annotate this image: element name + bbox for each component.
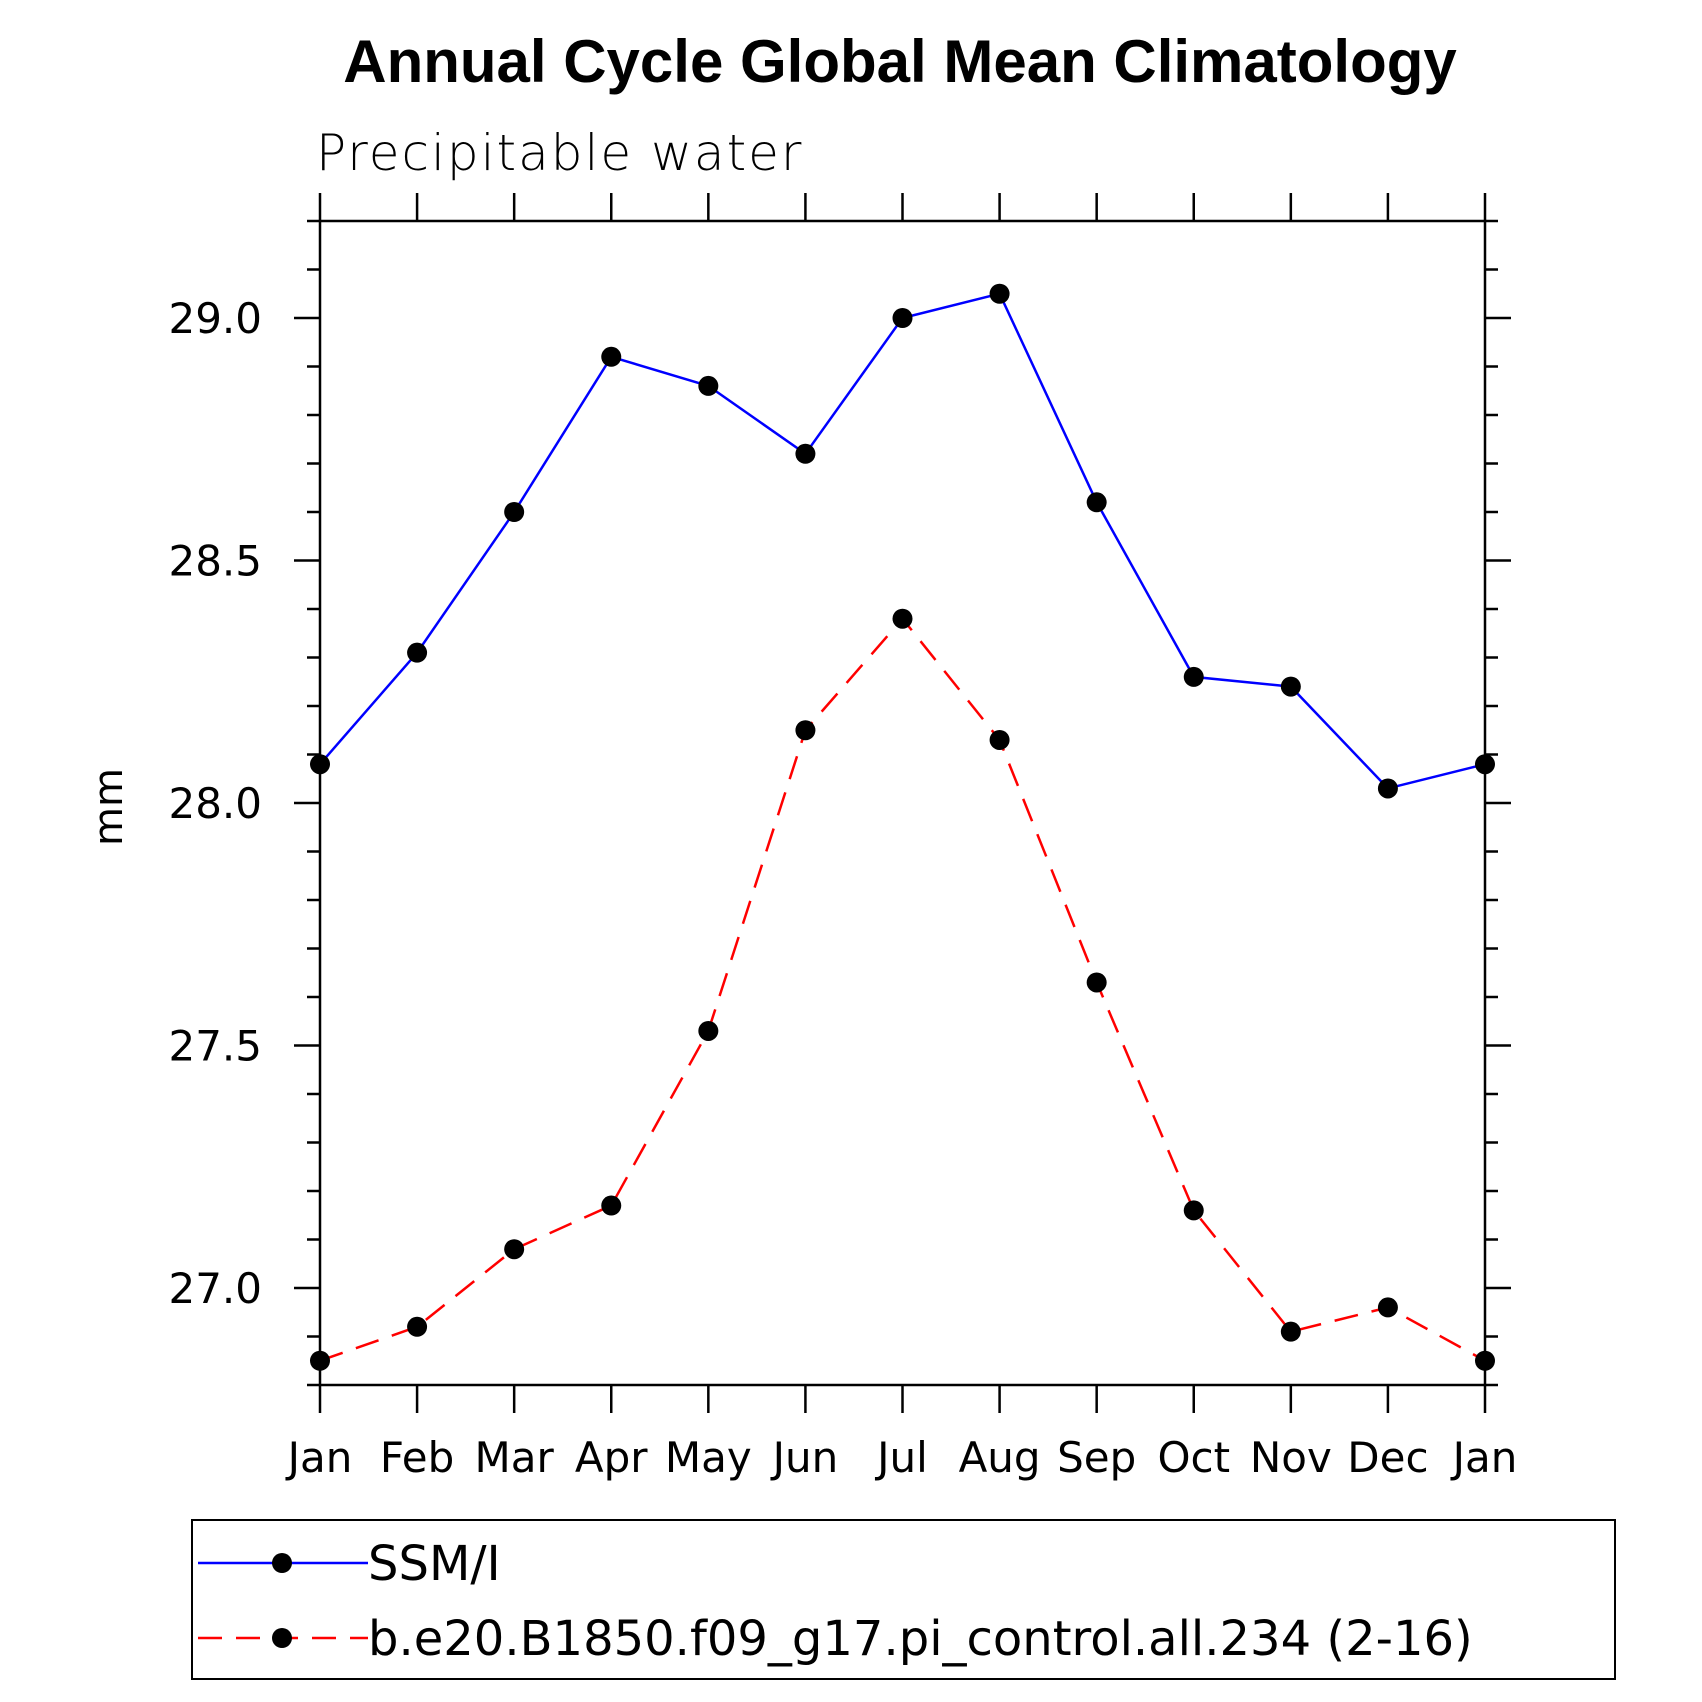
data-point-series-2 (1183, 1200, 1204, 1221)
x-tick-labels: Jan Feb Mar Apr May Jun Jul Aug Sep Oct Nov Dec Jan (285, 1433, 1518, 1482)
data-point-series-2 (1475, 1350, 1495, 1371)
data-point-series-1 (310, 754, 330, 775)
data-point-series-2 (1280, 1321, 1301, 1342)
axis-ticks (294, 193, 1511, 1413)
x-tick-label: Apr (575, 1433, 648, 1482)
data-point-series-2 (601, 1195, 622, 1216)
data-point-series-2 (407, 1316, 428, 1337)
x-tick-label: Jan (1450, 1433, 1518, 1482)
data-point-series-1 (407, 642, 428, 663)
x-tick-label: Aug (959, 1433, 1041, 1482)
x-tick-label: Dec (1347, 1433, 1428, 1482)
legend-label-1: SSM/I (368, 1536, 501, 1592)
legend-frame (191, 1519, 1616, 1680)
data-point-series-2 (698, 1020, 719, 1041)
y-tick-label: 27.0 (168, 1264, 262, 1313)
x-tick-label: Jul (874, 1433, 928, 1482)
series-line-1 (319, 292, 1486, 790)
data-point-series-2 (1377, 1297, 1398, 1318)
data-point-series-1 (892, 308, 913, 328)
series-points (310, 283, 1495, 1371)
data-point-series-2 (504, 1239, 525, 1260)
data-point-series-1 (698, 375, 719, 396)
x-tick-label: Feb (380, 1433, 454, 1482)
x-tick-label: Nov (1250, 1433, 1332, 1482)
x-tick-label: Sep (1057, 1433, 1136, 1482)
y-tick-label: 29.0 (168, 294, 262, 343)
chart-subtitle: Precipitable water (316, 124, 804, 182)
chart-title: Annual Cycle Global Mean Climatology (343, 28, 1457, 95)
data-point-series-1 (1377, 778, 1398, 799)
y-tick-label: 28.0 (168, 779, 262, 828)
data-point-series-2 (989, 729, 1010, 750)
data-point-series-2 (795, 720, 816, 741)
x-tick-label: Mar (475, 1433, 555, 1482)
x-tick-label: May (665, 1433, 752, 1482)
series-line-2 (319, 616, 1486, 1362)
y-axis-label: mm (86, 768, 132, 846)
data-point-series-2 (1086, 972, 1107, 993)
data-point-series-1 (1183, 666, 1204, 687)
data-point-series-2 (310, 1350, 330, 1371)
x-tick-label: Jan (285, 1433, 353, 1482)
data-point-series-2 (892, 608, 913, 629)
y-tick-label: 27.5 (168, 1022, 262, 1071)
data-point-series-1 (1475, 754, 1495, 775)
legend-marker-1 (272, 1553, 292, 1573)
data-point-series-1 (504, 502, 525, 522)
plot-frame (318, 219, 1487, 1387)
x-tick-label: Jun (770, 1433, 839, 1482)
y-tick-label: 28.5 (168, 537, 262, 586)
legend-marker-2 (272, 1628, 292, 1648)
legend-label-2: b.e20.B1850.f09_g17.pi_control.all.234 (… (368, 1611, 1473, 1667)
x-tick-label: Oct (1157, 1433, 1230, 1482)
data-point-series-1 (989, 283, 1010, 304)
data-point-series-1 (795, 443, 816, 464)
y-tick-labels: 27.0 27.5 28.0 28.5 29.0 (168, 294, 262, 1313)
series-lines (319, 292, 1486, 1362)
data-point-series-1 (1086, 492, 1107, 513)
legend: SSM/I b.e20.B1850.f09_g17.pi_control.all… (191, 1519, 1616, 1680)
data-point-series-1 (1280, 676, 1301, 697)
data-point-series-1 (601, 346, 622, 367)
